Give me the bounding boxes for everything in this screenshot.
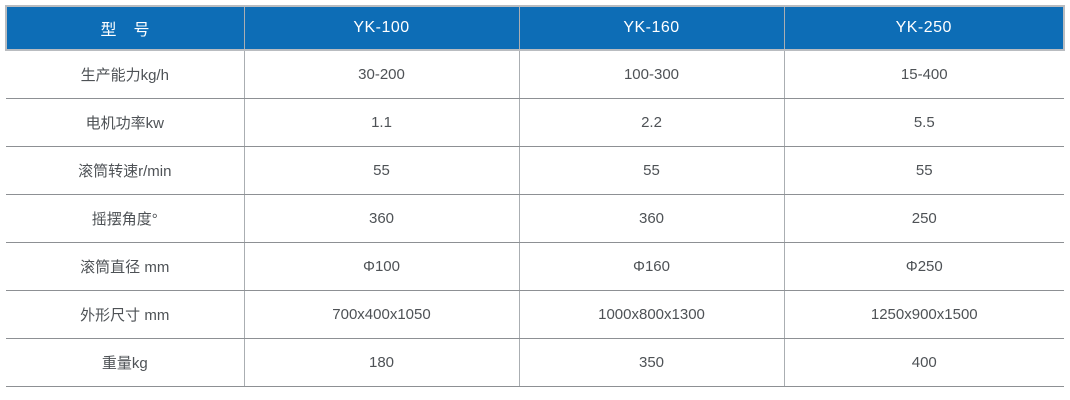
spec-cell: 700x400x1050 — [243, 290, 519, 339]
spec-table: 型 号 YK-100 YK-160 YK-250 生产能力kg/h 30-200… — [5, 5, 1065, 387]
spec-cell: 30-200 — [243, 50, 519, 99]
spec-cell: 250 — [783, 194, 1064, 243]
header-cell-yk250: YK-250 — [783, 6, 1064, 50]
row-label: 生产能力kg/h — [6, 50, 244, 99]
spec-cell: 2.2 — [518, 98, 784, 147]
row-drum-speed: 滚筒转速r/min 55 55 55 — [6, 146, 1064, 195]
row-label: 摇摆角度° — [6, 194, 244, 243]
spec-cell: 100-300 — [518, 50, 784, 99]
row-weight: 重量kg 180 350 400 — [6, 338, 1064, 387]
row-production-capacity: 生产能力kg/h 30-200 100-300 15-400 — [6, 50, 1064, 99]
spec-cell: 5.5 — [783, 98, 1064, 147]
header-cell-yk160: YK-160 — [518, 6, 784, 50]
header-cell-yk100: YK-100 — [243, 6, 519, 50]
row-label: 电机功率kw — [6, 98, 244, 147]
row-swing-angle: 摇摆角度° 360 360 250 — [6, 194, 1064, 243]
spec-sheet: 型 号 YK-100 YK-160 YK-250 生产能力kg/h 30-200… — [5, 5, 1065, 387]
spec-cell: 55 — [518, 146, 784, 195]
spec-cell: 1.1 — [243, 98, 519, 147]
header-row: 型 号 YK-100 YK-160 YK-250 — [6, 6, 1064, 50]
spec-cell: 55 — [243, 146, 519, 195]
spec-cell: 400 — [783, 338, 1064, 387]
row-label: 滚筒直径 mm — [6, 242, 244, 291]
spec-cell: 360 — [518, 194, 784, 243]
spec-cell: Φ160 — [518, 242, 784, 291]
spec-cell: Φ100 — [243, 242, 519, 291]
row-label: 滚筒转速r/min — [6, 146, 244, 195]
spec-cell: 55 — [783, 146, 1064, 195]
row-overall-dimensions: 外形尺寸 mm 700x400x1050 1000x800x1300 1250x… — [6, 290, 1064, 339]
spec-cell: 1250x900x1500 — [783, 290, 1064, 339]
row-label: 重量kg — [6, 338, 244, 387]
spec-cell: 180 — [243, 338, 519, 387]
spec-cell: 350 — [518, 338, 784, 387]
spec-cell: Φ250 — [783, 242, 1064, 291]
row-drum-diameter: 滚筒直径 mm Φ100 Φ160 Φ250 — [6, 242, 1064, 291]
spec-cell: 360 — [243, 194, 519, 243]
header-cell-model-label: 型 号 — [6, 6, 244, 50]
spec-cell: 1000x800x1300 — [518, 290, 784, 339]
spec-cell: 15-400 — [783, 50, 1064, 99]
row-motor-power: 电机功率kw 1.1 2.2 5.5 — [6, 98, 1064, 147]
row-label: 外形尺寸 mm — [6, 290, 244, 339]
